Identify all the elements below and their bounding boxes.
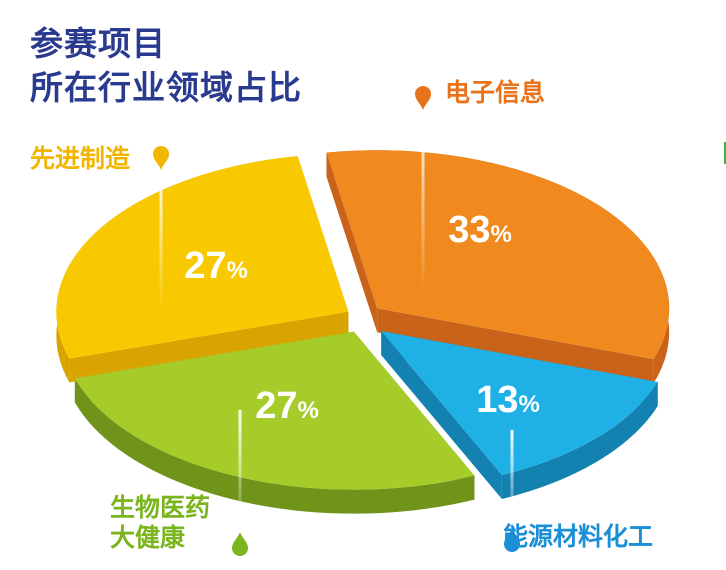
pie-face-3-0 xyxy=(69,311,349,383)
value-label-1: 13% xyxy=(476,379,540,421)
category-label-1-0: 能源材料化工 xyxy=(503,522,653,551)
pie-side-1 xyxy=(501,382,658,499)
category-label-0-0: 电子信息 xyxy=(445,78,545,107)
category-label-3-0: 先进制造 xyxy=(30,144,130,173)
callout-line-1 xyxy=(510,430,514,530)
value-label-2: 27% xyxy=(255,385,319,427)
pie-slice-2 xyxy=(74,331,475,490)
callout-marker-0 xyxy=(415,86,431,110)
chart-title-line-2: 所在行业领域占比 xyxy=(30,68,302,107)
value-label-0: 33% xyxy=(448,209,512,251)
pie-face-0-1 xyxy=(377,308,654,384)
callout-line-0 xyxy=(421,112,425,290)
pie-tops xyxy=(56,150,670,490)
value-labels: 33% 13% 27% 27% xyxy=(184,209,540,427)
value-label-3: 27% xyxy=(184,245,248,287)
pie-face-0-0 xyxy=(326,152,378,333)
callout-lines xyxy=(153,86,520,556)
category-label-2-1: 大健康 xyxy=(110,523,186,552)
callout-line-3 xyxy=(159,170,163,310)
category-label-2-0: 生物医药 xyxy=(110,493,210,522)
pie-slice-0 xyxy=(326,150,670,360)
edge-marker xyxy=(724,142,726,164)
pie-side-2 xyxy=(74,378,475,514)
callout-line-2 xyxy=(238,410,242,530)
chart-title-line-1: 参赛项目 xyxy=(30,24,166,63)
pie-slice-1 xyxy=(381,331,658,475)
callout-marker-1 xyxy=(504,528,520,552)
callout-marker-3 xyxy=(153,146,169,170)
pie-slice-3 xyxy=(56,156,349,359)
callout-marker-2 xyxy=(232,532,248,556)
pie-face-1-1 xyxy=(381,331,502,499)
